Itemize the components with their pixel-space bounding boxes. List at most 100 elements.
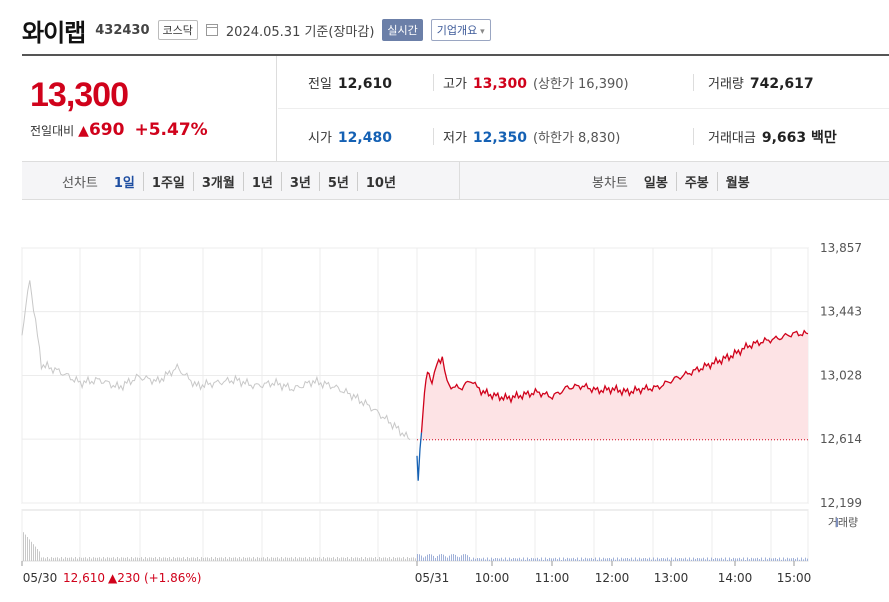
volume-bar — [409, 557, 410, 561]
volume-bar — [407, 557, 408, 561]
tab-1d[interactable]: 1일 — [113, 176, 135, 191]
volume-bar — [393, 557, 394, 561]
volume-bar — [761, 557, 762, 561]
volume-bar — [109, 557, 110, 561]
volume-bar — [471, 559, 472, 561]
volume-bar — [803, 559, 804, 561]
volume-bar — [117, 557, 118, 561]
volume-bar — [129, 558, 130, 561]
volume-bar — [405, 558, 406, 561]
volume-bar — [377, 558, 378, 561]
price-block: 13,300 전일대비 690 +5.47% — [22, 56, 277, 164]
volume-bar — [247, 557, 248, 561]
volume-bar — [203, 558, 204, 561]
volume-bar — [713, 558, 714, 561]
volume-bar — [259, 557, 260, 561]
volume-bar — [231, 557, 232, 561]
volume-bar — [243, 557, 244, 561]
stat-value: 12,480 — [337, 130, 392, 146]
tab-3y[interactable]: 3년 — [280, 172, 319, 191]
volume-bar — [487, 557, 488, 561]
volume-bar — [421, 555, 422, 561]
y-tick-label: 13,443 — [820, 305, 862, 319]
volume-bar — [443, 554, 444, 561]
volume-bar — [337, 557, 338, 561]
candle-chart-label: 봉차트 — [592, 176, 628, 191]
volume-bar — [397, 557, 398, 561]
volume-bar — [627, 558, 628, 561]
tab-daily[interactable]: 일봉 — [643, 176, 668, 191]
volume-bar — [701, 558, 702, 561]
volume-bar — [209, 558, 210, 561]
volume-bar — [175, 558, 176, 561]
tab-1w[interactable]: 1주일 — [142, 172, 193, 191]
tab-monthly[interactable]: 월봉 — [716, 172, 758, 191]
stat-high: 고가 13,300 (상한가 16,390) — [443, 73, 629, 92]
y-tick-label: 13,028 — [820, 369, 862, 383]
volume-bar — [493, 558, 494, 561]
tab-weekly[interactable]: 주봉 — [675, 172, 717, 191]
volume-bar — [251, 558, 252, 561]
volume-bar — [279, 558, 280, 561]
volume-bar — [695, 558, 696, 561]
today-up-line — [420, 329, 809, 433]
divider — [693, 74, 694, 91]
realtime-button[interactable]: 실시간 — [382, 19, 423, 41]
tab-1y[interactable]: 1년 — [242, 172, 281, 191]
tab-3m[interactable]: 3개월 — [192, 172, 243, 191]
volume-bar — [769, 557, 770, 561]
volume-bar — [577, 557, 578, 561]
volume-bar — [253, 557, 254, 561]
volume-bar — [217, 558, 218, 561]
volume-bar — [69, 557, 70, 561]
volume-bar — [655, 559, 656, 561]
volume-bar — [659, 558, 660, 561]
volume-bar — [799, 559, 800, 561]
volume-bars — [23, 532, 808, 561]
volume-bar — [475, 558, 476, 561]
volume-bar — [661, 558, 662, 561]
tab-5y[interactable]: 5년 — [318, 172, 357, 191]
tab-10y[interactable]: 10년 — [356, 172, 404, 191]
volume-bar — [329, 557, 330, 561]
volume-bar — [215, 557, 216, 561]
stat-prev-close: 전일 12,610 — [308, 73, 392, 92]
volume-bar — [751, 557, 752, 561]
volume-bar — [525, 559, 526, 561]
volume-bar — [601, 559, 602, 561]
volume-bar — [435, 557, 436, 561]
volume-bar — [151, 557, 152, 561]
volume-bar — [305, 557, 306, 561]
volume-bar — [773, 558, 774, 561]
company-overview-dropdown[interactable]: 기업개요 — [430, 19, 491, 41]
volume-bar — [193, 557, 194, 561]
volume-bar — [125, 557, 126, 561]
volume-bar — [185, 558, 186, 561]
lower-limit: (하한가 8,830) — [532, 131, 621, 146]
volume-bar — [741, 559, 742, 561]
volume-bar — [157, 558, 158, 561]
volume-bar — [691, 559, 692, 561]
volume-bar — [715, 557, 716, 561]
volume-bar — [753, 558, 754, 561]
volume-bar — [167, 558, 168, 561]
volume-bar — [367, 558, 368, 561]
volume-bar — [521, 559, 522, 561]
volume-bar — [637, 559, 638, 561]
volume-bar — [527, 557, 528, 561]
stat-value: 12,350 — [472, 130, 527, 146]
volume-bar — [395, 558, 396, 561]
volume-bar — [581, 557, 582, 561]
volume-bar — [733, 557, 734, 561]
volume-bar — [25, 534, 26, 561]
volume-bar — [221, 557, 222, 561]
volume-bar — [149, 557, 150, 561]
stat-value: 13,300 — [472, 75, 527, 92]
volume-bar — [515, 558, 516, 561]
volume-bar — [453, 554, 454, 561]
volume-bar — [567, 557, 568, 561]
volume-bar — [767, 559, 768, 561]
volume-bar — [385, 557, 386, 561]
x-tick-label: 05/31 — [415, 571, 450, 585]
